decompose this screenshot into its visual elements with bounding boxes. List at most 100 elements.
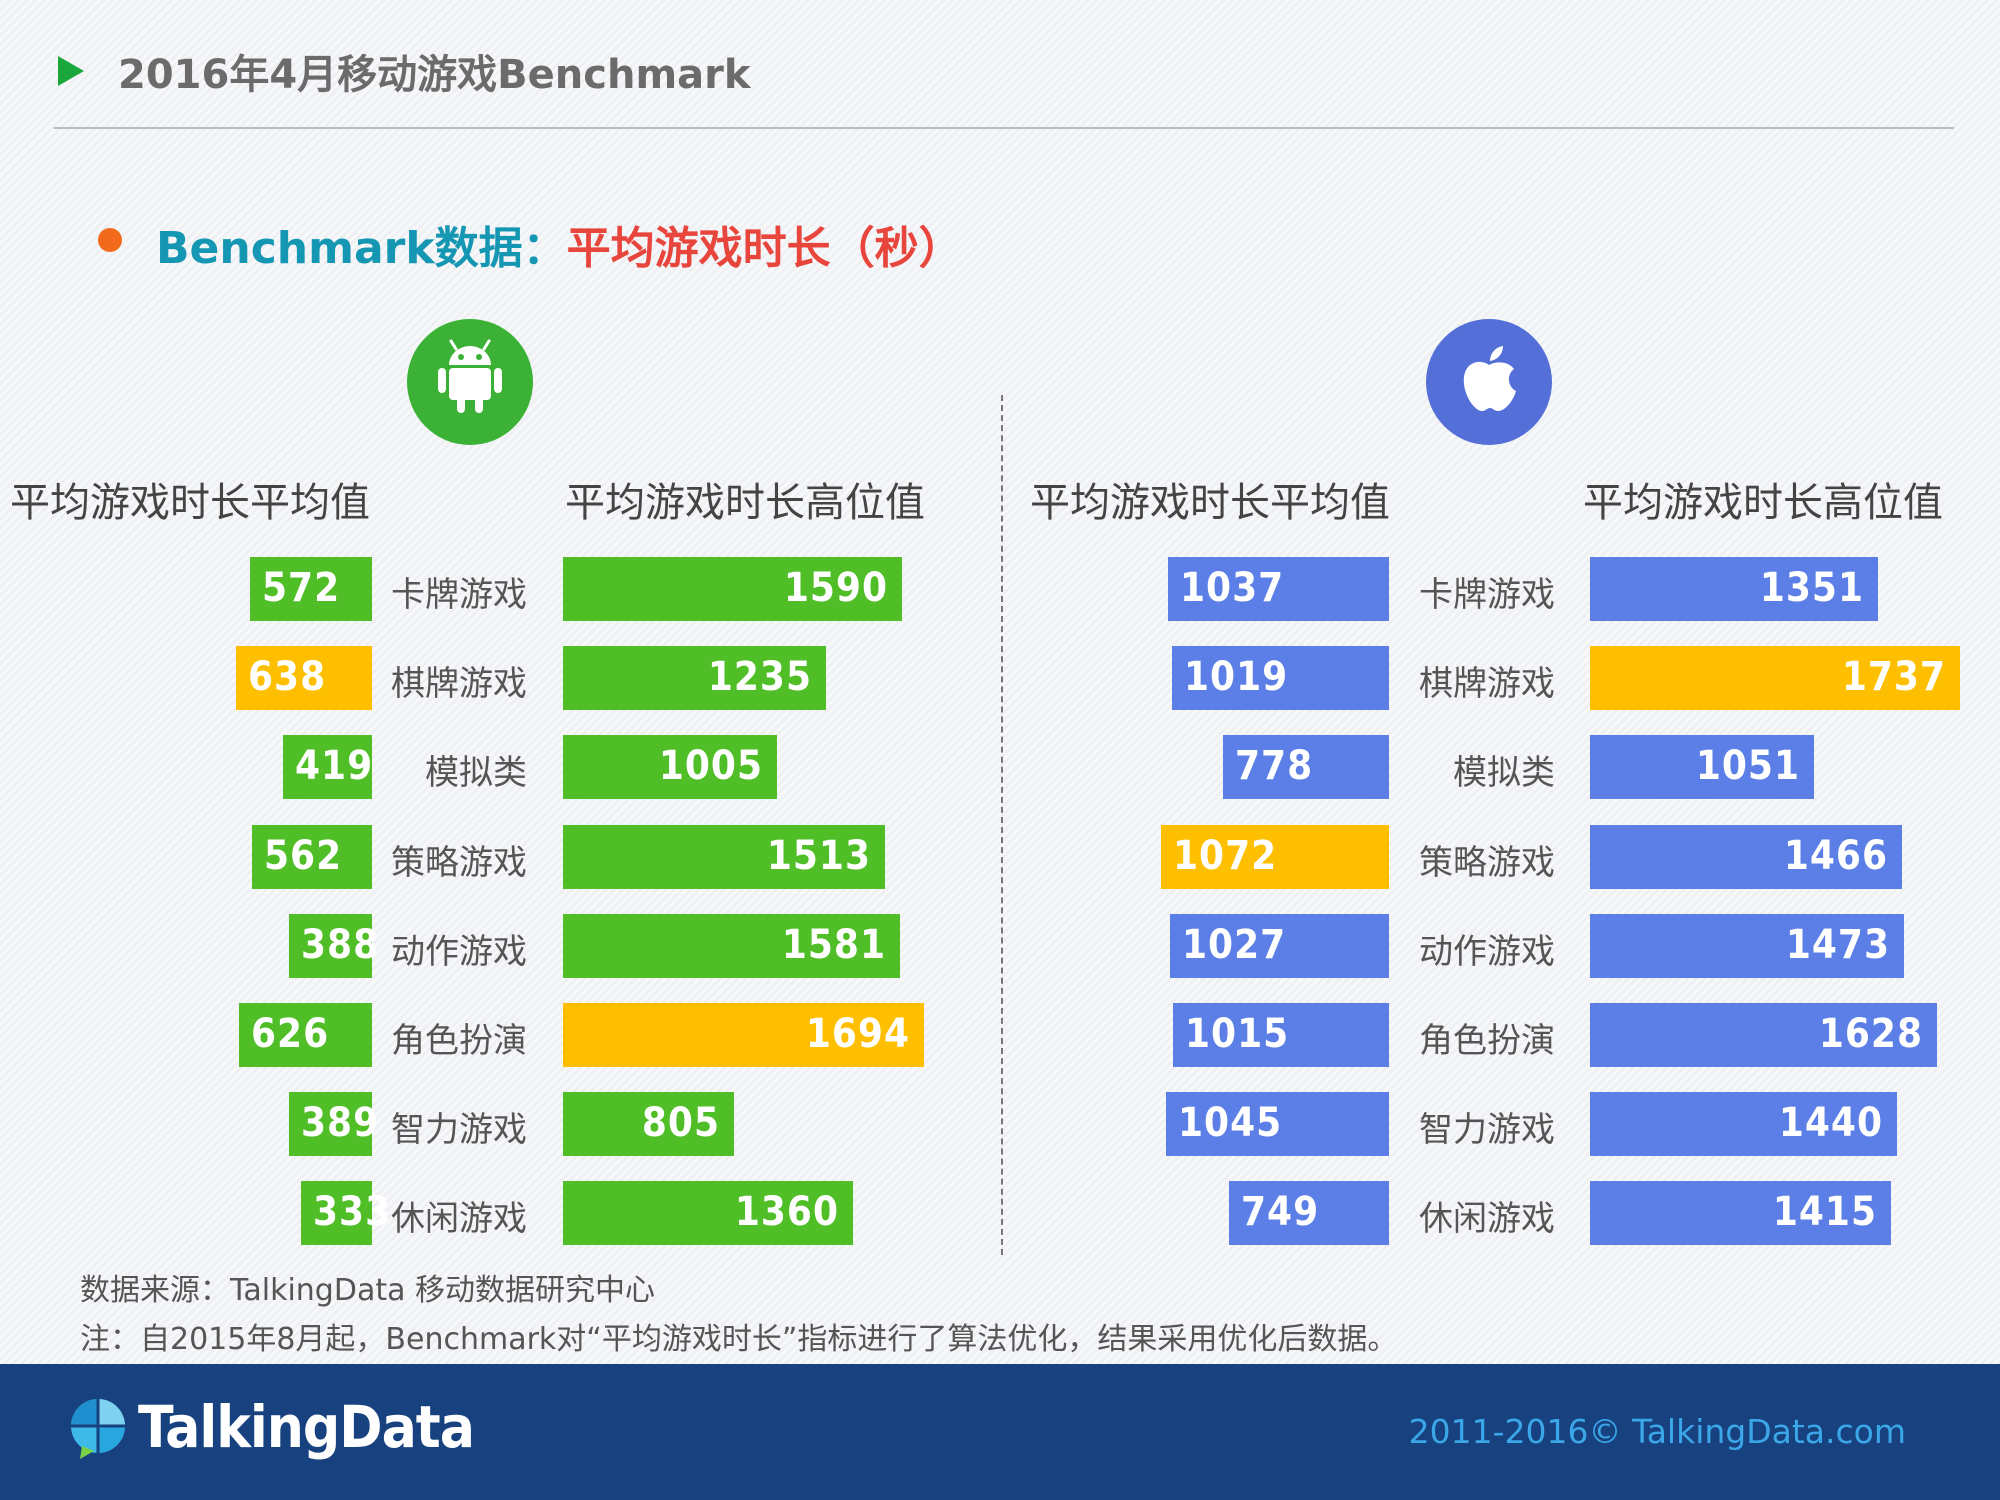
android-avg-label: 562 [264, 833, 343, 879]
android-high-bar: 1694 [563, 1003, 924, 1067]
ios-category-label: 动作游戏 [1419, 932, 1555, 972]
android-avg-label: 388 [301, 922, 380, 968]
android-avg-bar: 562 [252, 825, 372, 889]
ios-avg-label: 1027 [1182, 922, 1287, 968]
android-high-bar: 1513 [563, 825, 885, 889]
page-title: 2016年4月移动游戏Benchmark [118, 52, 751, 98]
ios-avg-bar: 1015 [1173, 1003, 1389, 1067]
android-avg-header: 平均游戏时长平均值 [10, 480, 370, 526]
ios-category-label: 休闲游戏 [1419, 1199, 1555, 1239]
android-high-label: 1513 [766, 833, 871, 879]
android-avg-bar: 389 [289, 1092, 378, 1156]
ios-category-label: 模拟类 [1453, 753, 1555, 793]
footer-band [0, 1364, 2000, 1500]
data-source-note: 数据来源：TalkingData 移动数据研究中心 [80, 1273, 656, 1308]
android-high-header: 平均游戏时长高位值 [565, 480, 925, 526]
ios-high-label: 1466 [1783, 833, 1888, 879]
copyright-text: 2011-2016© TalkingData.com [1408, 1412, 1906, 1451]
ios-avg-label: 749 [1241, 1189, 1320, 1235]
ios-avg-bar: 1037 [1168, 557, 1389, 621]
android-high-label: 1360 [734, 1189, 839, 1235]
android-avg-bar: 572 [250, 557, 372, 621]
ios-high-label: 1440 [1778, 1100, 1883, 1146]
android-category-label: 策略游戏 [391, 843, 527, 883]
ios-high-header: 平均游戏时长高位值 [1583, 480, 1943, 526]
android-avg-label: 638 [248, 654, 327, 700]
ios-avg-label: 1015 [1185, 1011, 1290, 1057]
android-avg-bar: 333 [301, 1181, 390, 1245]
header-divider [54, 127, 1954, 129]
ios-avg-bar: 1027 [1170, 914, 1389, 978]
android-avg-label: 389 [301, 1100, 380, 1146]
android-high-bar: 1235 [563, 646, 826, 710]
android-high-bar: 1005 [563, 735, 777, 799]
ios-avg-label: 1019 [1184, 654, 1289, 700]
android-category-label: 休闲游戏 [391, 1199, 527, 1239]
ios-avg-bar: 1045 [1166, 1092, 1389, 1156]
ios-avg-bar: 1072 [1161, 825, 1389, 889]
ios-category-label: 智力游戏 [1419, 1110, 1555, 1150]
ios-high-label: 1415 [1772, 1189, 1877, 1235]
ios-category-label: 棋牌游戏 [1419, 664, 1555, 704]
ios-avg-bar: 1019 [1172, 646, 1389, 710]
android-high-bar: 1360 [563, 1181, 853, 1245]
android-high-bar: 1581 [563, 914, 900, 978]
ios-category-label: 卡牌游戏 [1419, 575, 1555, 615]
android-avg-bar: 626 [239, 1003, 372, 1067]
apple-icon [1426, 319, 1552, 445]
benchmark-chart: 572 卡牌游戏 1590 638 棋牌游戏 1235 419 模拟类 1005 562 策略游戏 1… [236, 557, 1960, 1245]
bullet-dot-icon [98, 228, 122, 252]
android-high-label: 805 [641, 1100, 720, 1146]
android-icon [407, 319, 533, 445]
ios-high-label: 1737 [1841, 654, 1946, 700]
ios-high-label: 1051 [1695, 743, 1800, 789]
android-category-label: 动作游戏 [391, 932, 527, 972]
ios-high-bar: 1737 [1590, 646, 1960, 710]
subtitle-metric: 平均游戏时长（秒） [566, 223, 963, 274]
section-subtitle: Benchmark数据：平均游戏时长（秒） [156, 212, 963, 276]
ios-avg-bar: 749 [1229, 1181, 1389, 1245]
ios-avg-label: 1072 [1173, 833, 1278, 879]
android-category-label: 卡牌游戏 [391, 575, 527, 615]
android-category-label: 角色扮演 [391, 1021, 527, 1061]
header-triangle-icon [58, 56, 84, 86]
ios-high-label: 1351 [1759, 565, 1864, 611]
ios-category-label: 角色扮演 [1419, 1021, 1555, 1061]
ios-avg-label: 1045 [1178, 1100, 1283, 1146]
ios-high-bar: 1415 [1590, 1181, 1891, 1245]
android-high-bar: 1590 [563, 557, 902, 621]
android-avg-bar: 419 [283, 735, 372, 799]
ios-avg-header: 平均游戏时长平均值 [1030, 480, 1390, 526]
ios-avg-bar: 778 [1223, 735, 1389, 799]
ios-avg-label: 778 [1235, 743, 1314, 789]
android-avg-bar: 388 [289, 914, 378, 978]
android-high-label: 1694 [805, 1011, 910, 1057]
subtitle-prefix: Benchmark数据： [156, 223, 567, 274]
ios-high-label: 1628 [1818, 1011, 1923, 1057]
android-avg-label: 572 [262, 565, 341, 611]
android-avg-bar: 638 [236, 646, 372, 710]
ios-high-bar: 1466 [1590, 825, 1902, 889]
android-avg-label: 333 [313, 1189, 392, 1235]
android-category-label: 智力游戏 [391, 1110, 527, 1150]
ios-high-bar: 1351 [1590, 557, 1878, 621]
android-high-bar: 805 [563, 1092, 734, 1156]
brand-logo-text: TalkingData [138, 1393, 475, 1461]
ios-avg-label: 1037 [1180, 565, 1285, 611]
android-avg-label: 626 [251, 1011, 330, 1057]
android-avg-label: 419 [295, 743, 374, 789]
android-category-label: 棋牌游戏 [391, 664, 527, 704]
ios-high-bar: 1440 [1590, 1092, 1897, 1156]
android-high-label: 1005 [658, 743, 763, 789]
android-high-label: 1590 [783, 565, 888, 611]
talkingdata-logo-icon [68, 1396, 132, 1464]
panel-divider [1001, 395, 1003, 1255]
methodology-note: 注：自2015年8月起，Benchmark对“平均游戏时长”指标进行了算法优化，… [80, 1322, 1398, 1357]
ios-high-bar: 1628 [1590, 1003, 1937, 1067]
ios-category-label: 策略游戏 [1419, 843, 1555, 883]
android-high-label: 1235 [707, 654, 812, 700]
android-high-label: 1581 [781, 922, 886, 968]
android-category-label: 模拟类 [425, 753, 527, 793]
ios-high-label: 1473 [1785, 922, 1890, 968]
ios-high-bar: 1051 [1590, 735, 1814, 799]
